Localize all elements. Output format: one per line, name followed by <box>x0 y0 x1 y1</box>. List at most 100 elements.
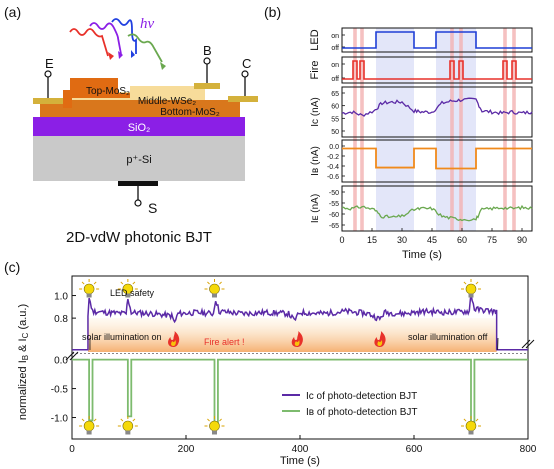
panel-b-xtick-label: 90 <box>517 235 527 245</box>
panel-b-ytick-label: -55 <box>329 201 339 208</box>
panel-b: (b) on off LED on off Fire 65 60 55 50 Iᴄ (nA) 0.0 -… <box>264 4 533 261</box>
photon-label: hν <box>140 16 155 32</box>
fire-pulse-band <box>450 28 454 231</box>
ic-normalized-trace <box>72 293 528 351</box>
fire-pulse-band <box>360 28 364 231</box>
panel-b-ylabel: Iᴄ (nA) <box>310 97 321 126</box>
collector-terminal-icon <box>241 70 249 78</box>
panel-b-ytick-label: -65 <box>329 223 339 230</box>
base-contact <box>194 83 220 89</box>
device-caption: 2D-vdW photonic BJT <box>66 229 212 246</box>
fire-icon <box>168 331 180 347</box>
panel-a: (a) p⁺-Si SiO₂ Top-MoS₂ Middle-WSe₂ Bott… <box>4 4 258 246</box>
substrate-layer <box>33 136 245 181</box>
panel-b-letter: (b) <box>264 4 281 20</box>
panel-c-xtick-label: 200 <box>178 444 195 455</box>
light-bulb-icon <box>204 279 225 298</box>
panel-c-legend: Iᴄ of photo-detection BJT Iʙ of photo-de… <box>282 391 417 418</box>
panel-c-xtick-label: 800 <box>520 444 537 455</box>
panel-c-xtick-label: 0 <box>69 444 75 455</box>
panel-c-xtick-label: 400 <box>292 444 309 455</box>
base-label: B <box>203 43 212 58</box>
led-safety-annotation: LED safety <box>110 288 155 298</box>
fire-pulse-band <box>353 28 357 231</box>
panel-c-ytick-label: 0.8 <box>54 314 68 325</box>
top-mos2-layer <box>63 78 130 108</box>
solar-off-annotation: solar illumination off <box>408 332 488 342</box>
substrate-contact <box>118 181 158 186</box>
ic-trace <box>341 97 533 117</box>
panel-b-ytick-label: -0.4 <box>327 164 339 171</box>
middle-layer-label: Middle-WSe₂ <box>138 96 196 107</box>
light-bulb-icon <box>461 416 481 435</box>
panel-b-ylabel: Iᴇ (nA) <box>310 194 321 223</box>
fire-pulse-band <box>459 28 463 231</box>
fire-icon <box>291 331 303 347</box>
fire-pulse-band <box>512 28 516 231</box>
light-bulb-icon <box>461 279 481 298</box>
axis-break-icon <box>521 339 535 349</box>
ib-normalized-trace <box>72 358 528 428</box>
base-terminal-icon <box>203 57 211 65</box>
panel-b-xtick-label: 75 <box>487 235 497 245</box>
panel-b-xtick-label: 0 <box>339 235 344 245</box>
bottom-mos2-layer <box>40 100 240 117</box>
panel-b-ytick-label: -0.2 <box>327 154 339 161</box>
fire-pulse-band <box>503 28 507 231</box>
panel-b-ytick-label: 60 <box>331 104 339 111</box>
panel-b-ytick-label: off <box>331 76 339 83</box>
substrate-terminal-label: S <box>148 200 157 216</box>
panel-b-ytick-label: -60 <box>329 212 339 219</box>
panel-b-xtick-label: 30 <box>397 235 407 245</box>
panel-c-xlabel: Time (s) <box>280 455 320 467</box>
light-bulb-icon <box>204 416 225 435</box>
panel-b-ytick-label: on <box>331 33 339 40</box>
panel-b-ylabel: Fire <box>309 61 321 80</box>
fire-trace <box>342 60 532 80</box>
panel-a-letter: (a) <box>4 4 21 20</box>
middle-wse2-layer <box>70 86 205 103</box>
emitter-label: E <box>45 56 54 71</box>
panel-b-ytick-label: 55 <box>331 116 339 123</box>
light-bulb-icon <box>79 416 100 435</box>
substrate-terminal-icon <box>134 199 142 207</box>
panel-b-xtick-label: 60 <box>457 235 467 245</box>
emitter-contact <box>33 98 63 104</box>
substrate-label: p⁺-Si <box>126 154 151 166</box>
top-layer-label: Top-MoS₂ <box>86 86 130 97</box>
panel-b-ytick-label: 0.0 <box>329 144 339 151</box>
panel-b-xtick-label: 15 <box>367 235 377 245</box>
panel-c-ylabel: normalized IB & IC (a.u.) <box>17 304 30 420</box>
bottom-layer-label: Bottom-MoS₂ <box>160 107 220 118</box>
legend-ic-label: Iᴄ of photo-detection BJT <box>306 391 417 402</box>
fire-alert-annotation: Fire alert ! <box>204 337 245 347</box>
panel-b-ytick-label: 50 <box>331 129 339 136</box>
panel-c-frame <box>71 275 529 440</box>
axis-break-icon <box>65 351 79 361</box>
oxide-layer <box>33 117 245 136</box>
panel-c-ytick-label: -0.5 <box>51 385 69 396</box>
panel-c-ytick-label: -1.0 <box>51 414 69 425</box>
panel-b-xtick-label: 45 <box>427 235 437 245</box>
panel-b-ytick-label: on <box>331 62 339 69</box>
solar-illumination-area <box>87 318 497 352</box>
panel-b-row-frame <box>341 27 533 53</box>
panel-b-row-frame <box>341 56 533 84</box>
light-bulb-icon <box>79 279 100 298</box>
solar-on-annotation: solar illumination on <box>82 332 162 342</box>
panel-b-ylabel: Iʙ (nA) <box>310 146 321 176</box>
led-on-band <box>436 28 476 231</box>
photon-arrows-icon <box>69 18 166 70</box>
fire-icon <box>374 331 386 347</box>
panel-c-letter: (c) <box>4 259 20 275</box>
panel-b-ytick-label: 65 <box>331 91 339 98</box>
panel-b-ytick-label: off <box>331 45 339 52</box>
led-trace <box>342 31 532 49</box>
panel-c-ytick-label: 1.0 <box>54 292 68 303</box>
panel-c-ytick-label: 0.0 <box>54 356 68 367</box>
panel-c-xtick-label: 600 <box>406 444 423 455</box>
panel-c: (c) 1.0 0.8 0.0 -0.5 -1.0 0 200 400 600 800 Time … <box>4 259 537 467</box>
ib-trace <box>342 147 532 170</box>
collector-label: C <box>242 56 251 71</box>
